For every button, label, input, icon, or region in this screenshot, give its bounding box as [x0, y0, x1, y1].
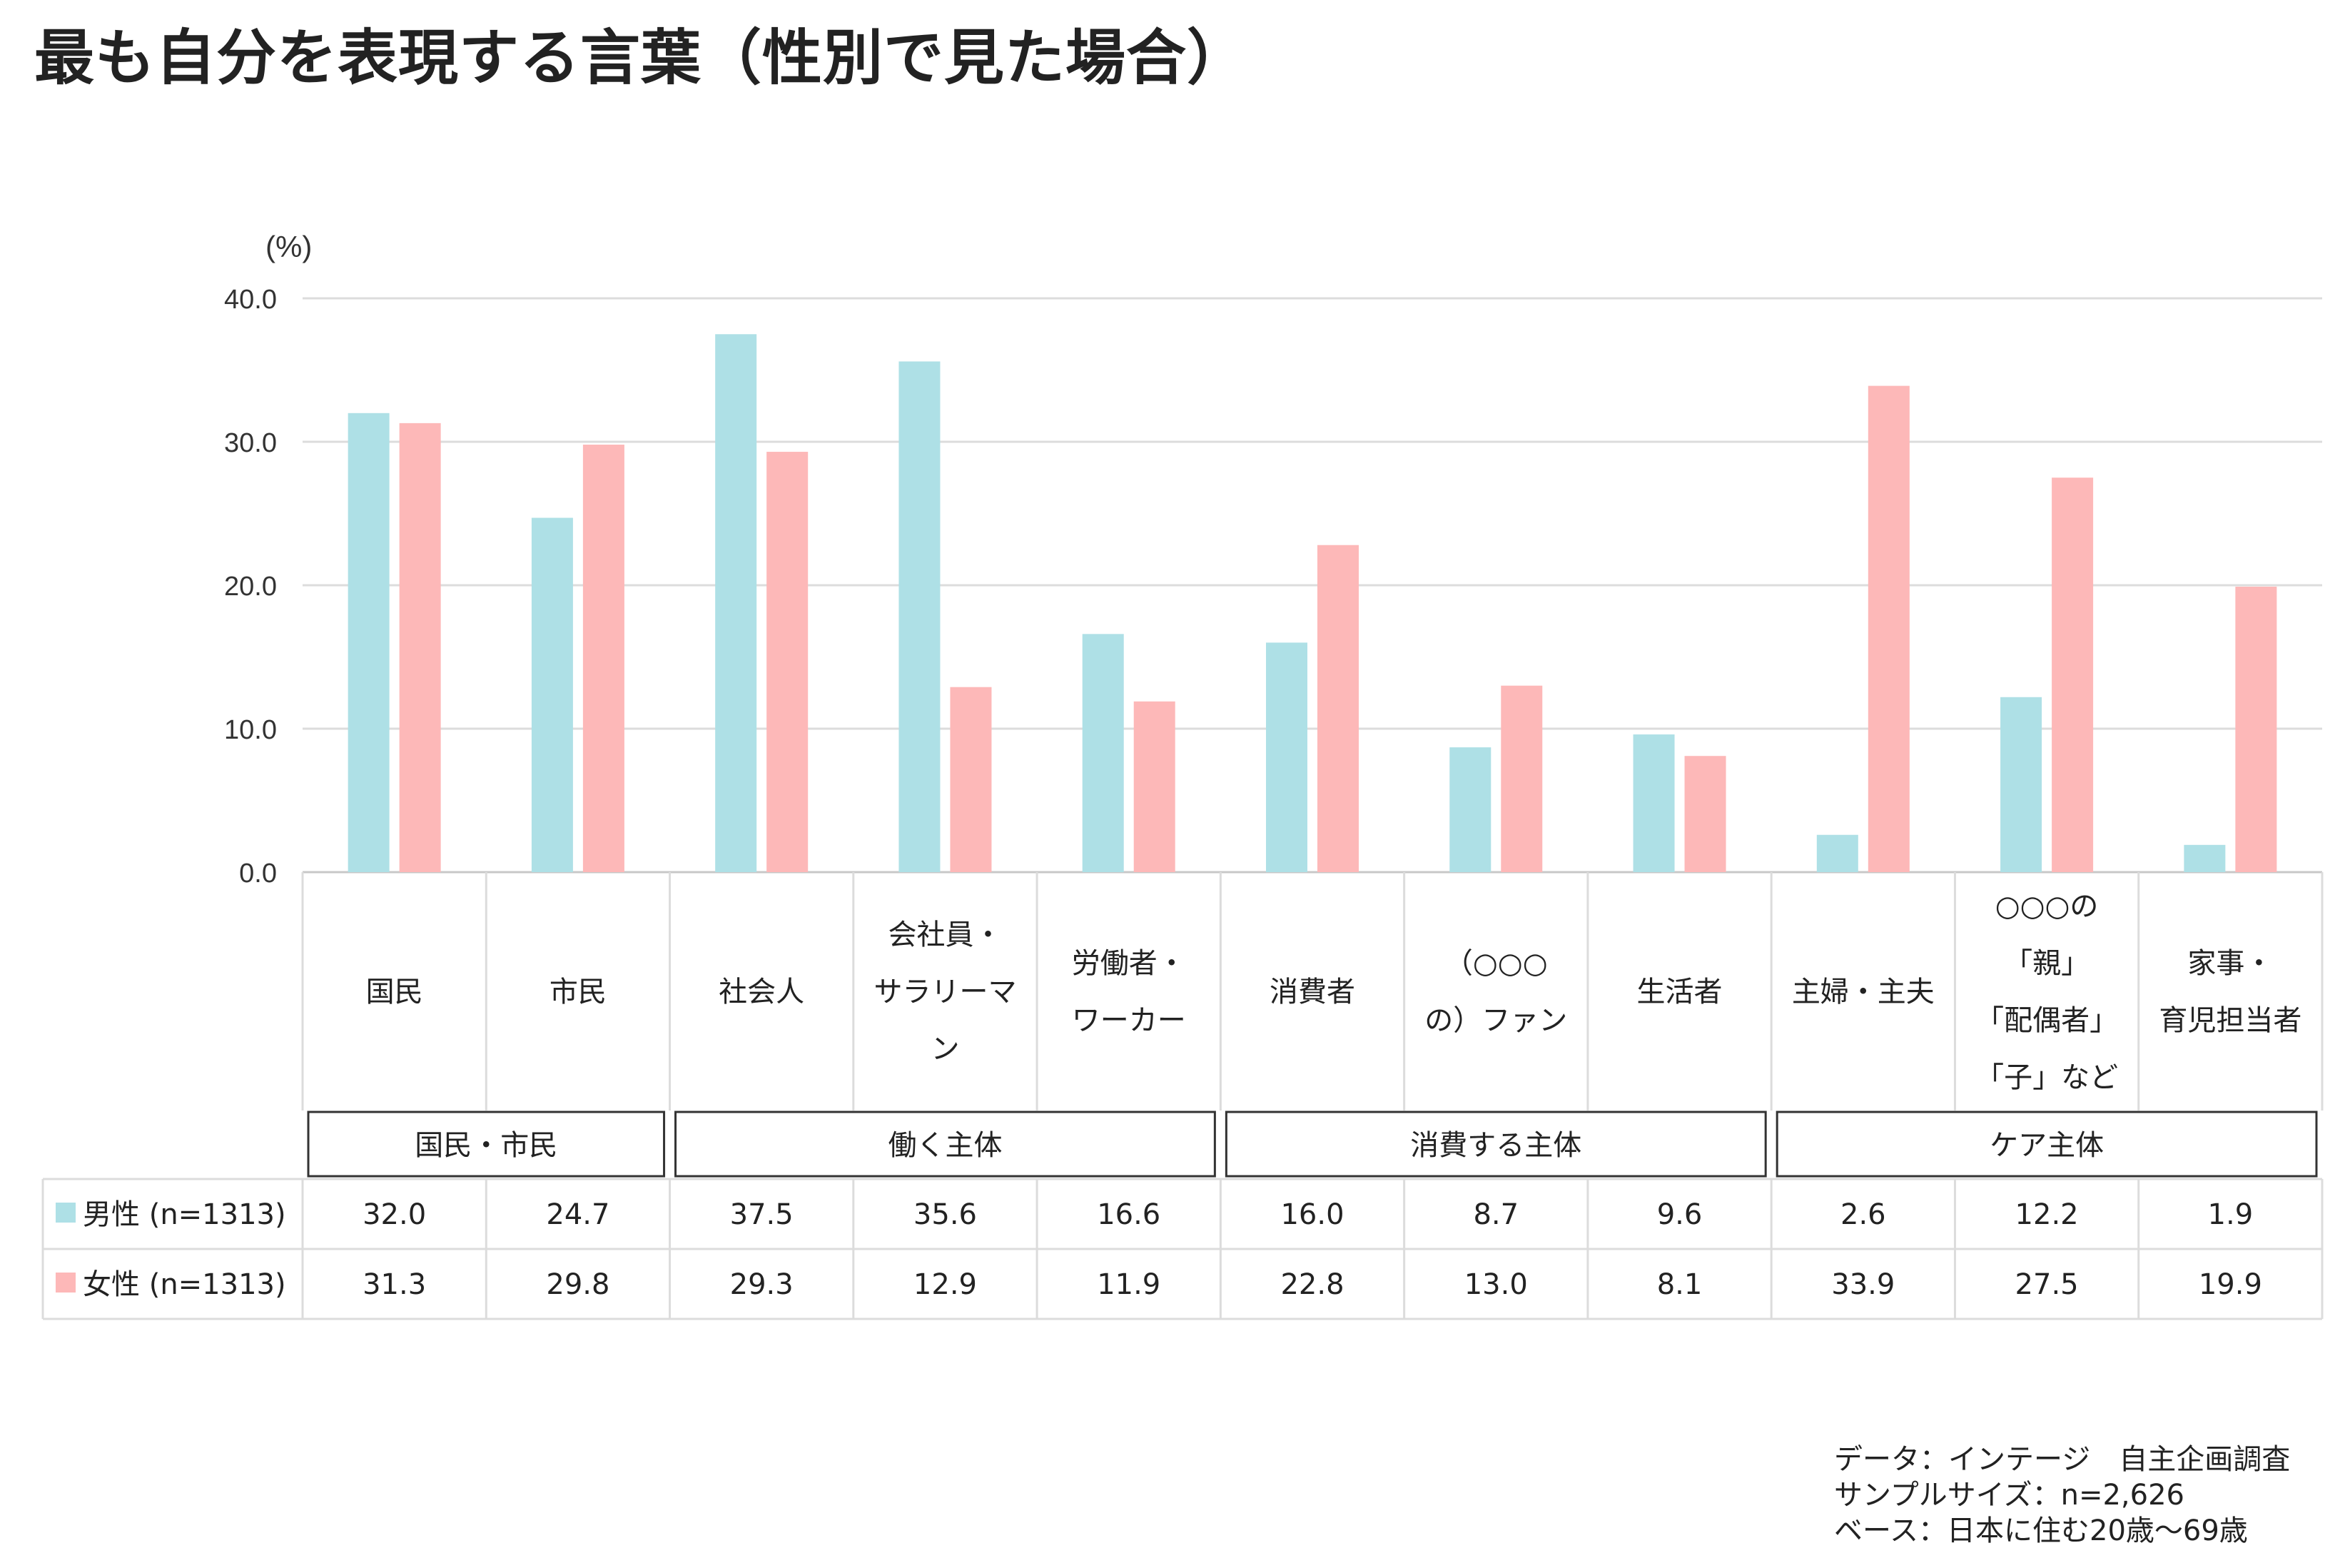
bar-female	[2052, 477, 2094, 872]
bar-female	[1501, 685, 1543, 872]
bar-chart: (%) 40.0 30.0 20.0 10.0 0.0 国民 市民 社会人 会社員・サラリーマ…	[41, 230, 2324, 1320]
data-label: 1.9	[2208, 1198, 2254, 1231]
legend-label: 男性 (n=1313)	[83, 1198, 286, 1231]
data-label: 29.3	[730, 1268, 794, 1301]
bar-female	[582, 445, 624, 872]
group-label: 国民・市民	[415, 1129, 557, 1162]
y-tick-label: 40.0	[224, 285, 277, 315]
bar-male	[1816, 834, 1858, 872]
data-label: 19.9	[2199, 1268, 2262, 1301]
category-label: 市民	[549, 976, 607, 1008]
group-label: 消費する主体	[1410, 1129, 1581, 1162]
data-label: 16.0	[1280, 1198, 1344, 1231]
source-line-data: データ：インテージ 自主企画調査	[1834, 1443, 2291, 1476]
data-label: 29.8	[546, 1268, 609, 1301]
legend-swatch	[56, 1273, 76, 1293]
bar-female	[1868, 385, 1910, 872]
data-label: 12.2	[2015, 1198, 2079, 1231]
source-line-sample-size: サンプルサイズ：n=2,626	[1834, 1479, 2184, 1512]
category-label: 「子」など	[1975, 1061, 2118, 1094]
bar-male	[898, 361, 941, 872]
data-label: 8.7	[1473, 1198, 1519, 1231]
bar-female	[1133, 701, 1175, 872]
data-label: 27.5	[2015, 1268, 2079, 1301]
data-label: 16.6	[1097, 1198, 1160, 1231]
category-label: 会社員・	[888, 919, 1002, 951]
page-title: 最も自分を表現する言葉（性別で見た場合）	[34, 23, 1248, 93]
y-tick-label: 0.0	[239, 859, 277, 889]
category-label: 主婦・主夫	[1792, 976, 1935, 1008]
category-label: 労働者・	[1072, 947, 1186, 980]
data-label: 32.0	[363, 1198, 426, 1231]
bar-female	[399, 423, 441, 872]
legend-swatch	[56, 1203, 76, 1223]
data-label: 24.7	[546, 1198, 609, 1231]
y-tick-label: 20.0	[224, 572, 277, 602]
data-label: 31.3	[363, 1268, 426, 1301]
category-label: 国民	[366, 976, 423, 1008]
data-label: 2.6	[1840, 1198, 1886, 1231]
data-label: 12.9	[913, 1268, 977, 1301]
y-tick-label: 10.0	[224, 715, 277, 745]
bar-male	[2184, 844, 2226, 872]
bar-female	[1684, 756, 1726, 872]
category-label: 家事・	[2187, 947, 2273, 980]
legend-label: 女性 (n=1313)	[83, 1268, 286, 1301]
y-axis-unit: (%)	[265, 230, 312, 263]
source-line-base: ベース：日本に住む20歳〜69歳	[1834, 1514, 2248, 1547]
category-label: （○○○	[1444, 947, 1548, 980]
category-label: ン	[931, 1033, 959, 1066]
category-label: 「配偶者」	[1975, 1004, 2118, 1037]
bar-male	[1082, 634, 1124, 872]
data-label: 37.5	[730, 1198, 794, 1231]
group-label: 働く主体	[888, 1129, 1002, 1162]
data-label: 33.9	[1831, 1268, 1895, 1301]
bar-female	[950, 687, 992, 872]
data-label: 9.6	[1657, 1198, 1703, 1231]
category-label: 社会人	[719, 976, 804, 1008]
bar-female	[1317, 545, 1359, 872]
category-label: ○○○の	[1995, 890, 2099, 923]
data-label: 13.0	[1464, 1268, 1528, 1301]
y-tick-label: 30.0	[224, 428, 277, 458]
data-label: 35.6	[913, 1198, 977, 1231]
data-label: 11.9	[1097, 1268, 1160, 1301]
group-box	[1225, 1111, 1767, 1178]
category-label: 「親」	[2004, 947, 2090, 980]
group-label: ケア主体	[1990, 1129, 2104, 1162]
bar-female	[2235, 587, 2277, 872]
bar-male	[1266, 642, 1307, 872]
category-label: 生活者	[1637, 976, 1723, 1008]
data-label: 22.8	[1280, 1268, 1344, 1301]
group-box	[674, 1111, 1216, 1178]
category-label: サラリーマ	[873, 976, 1016, 1008]
bar-male	[1449, 747, 1491, 872]
bar-male	[348, 413, 390, 872]
bar-male	[531, 517, 573, 872]
bar-male	[2000, 697, 2042, 872]
category-label: 消費者	[1270, 976, 1355, 1008]
group-box	[307, 1111, 666, 1178]
bar-female	[766, 452, 809, 872]
category-label: の）ファン	[1424, 1004, 1567, 1037]
group-box	[1776, 1111, 2318, 1178]
category-label: 育児担当者	[2159, 1004, 2301, 1037]
bar-male	[715, 334, 757, 872]
category-label: ワーカー	[1072, 1004, 1186, 1037]
data-label: 8.1	[1657, 1268, 1703, 1301]
bar-male	[1633, 734, 1675, 872]
